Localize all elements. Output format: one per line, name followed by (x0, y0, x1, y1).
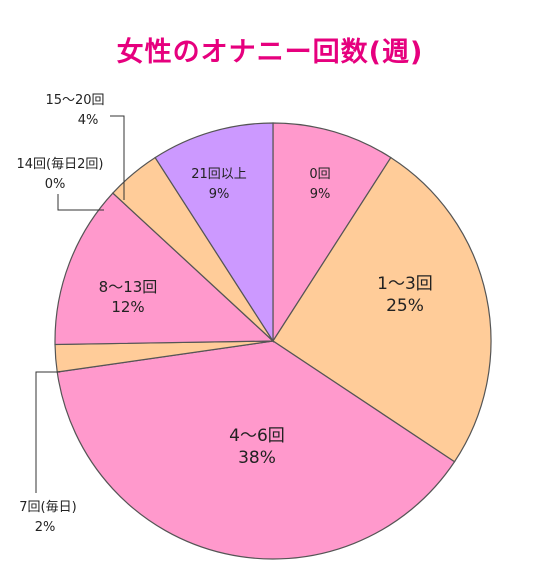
pie-slice-21-plus (154, 122, 274, 344)
pie-slice-8-13 (54, 192, 275, 346)
pie-slice-1-3 (272, 156, 492, 463)
slice-label-14: 14回(毎日2回) (17, 156, 104, 172)
slice-label-1-3: 1〜3回 (377, 274, 433, 294)
slice-label-4-6: 4〜6回 (229, 426, 285, 446)
slice-value-8-13: 12% (111, 298, 144, 316)
chart-title: 女性のオナニー回数(週) (116, 37, 424, 68)
pie-slice-4-6 (56, 340, 456, 560)
slice-value-0: 9% (310, 187, 331, 202)
leader-line-14 (57, 194, 104, 211)
slice-value-1-3: 25% (386, 296, 424, 316)
leader-line-15-20 (110, 115, 125, 200)
slice-label-21-plus: 21回以上 (191, 167, 247, 182)
slice-value-15-20: 4% (78, 113, 99, 128)
slice-value-7: 2% (35, 520, 56, 535)
slice-label-7: 7回(毎日) (19, 499, 76, 515)
slice-label-15-20: 15〜20回 (45, 93, 104, 108)
pie-slice-0 (272, 122, 392, 344)
leader-line-7 (35, 371, 60, 493)
slice-label-0: 0回 (309, 167, 330, 182)
slice-value-14: 0% (45, 177, 66, 192)
slice-value-21-plus: 9% (209, 187, 230, 202)
slice-value-4-6: 38% (238, 448, 276, 468)
slice-label-8-13: 8〜13回 (99, 278, 158, 296)
